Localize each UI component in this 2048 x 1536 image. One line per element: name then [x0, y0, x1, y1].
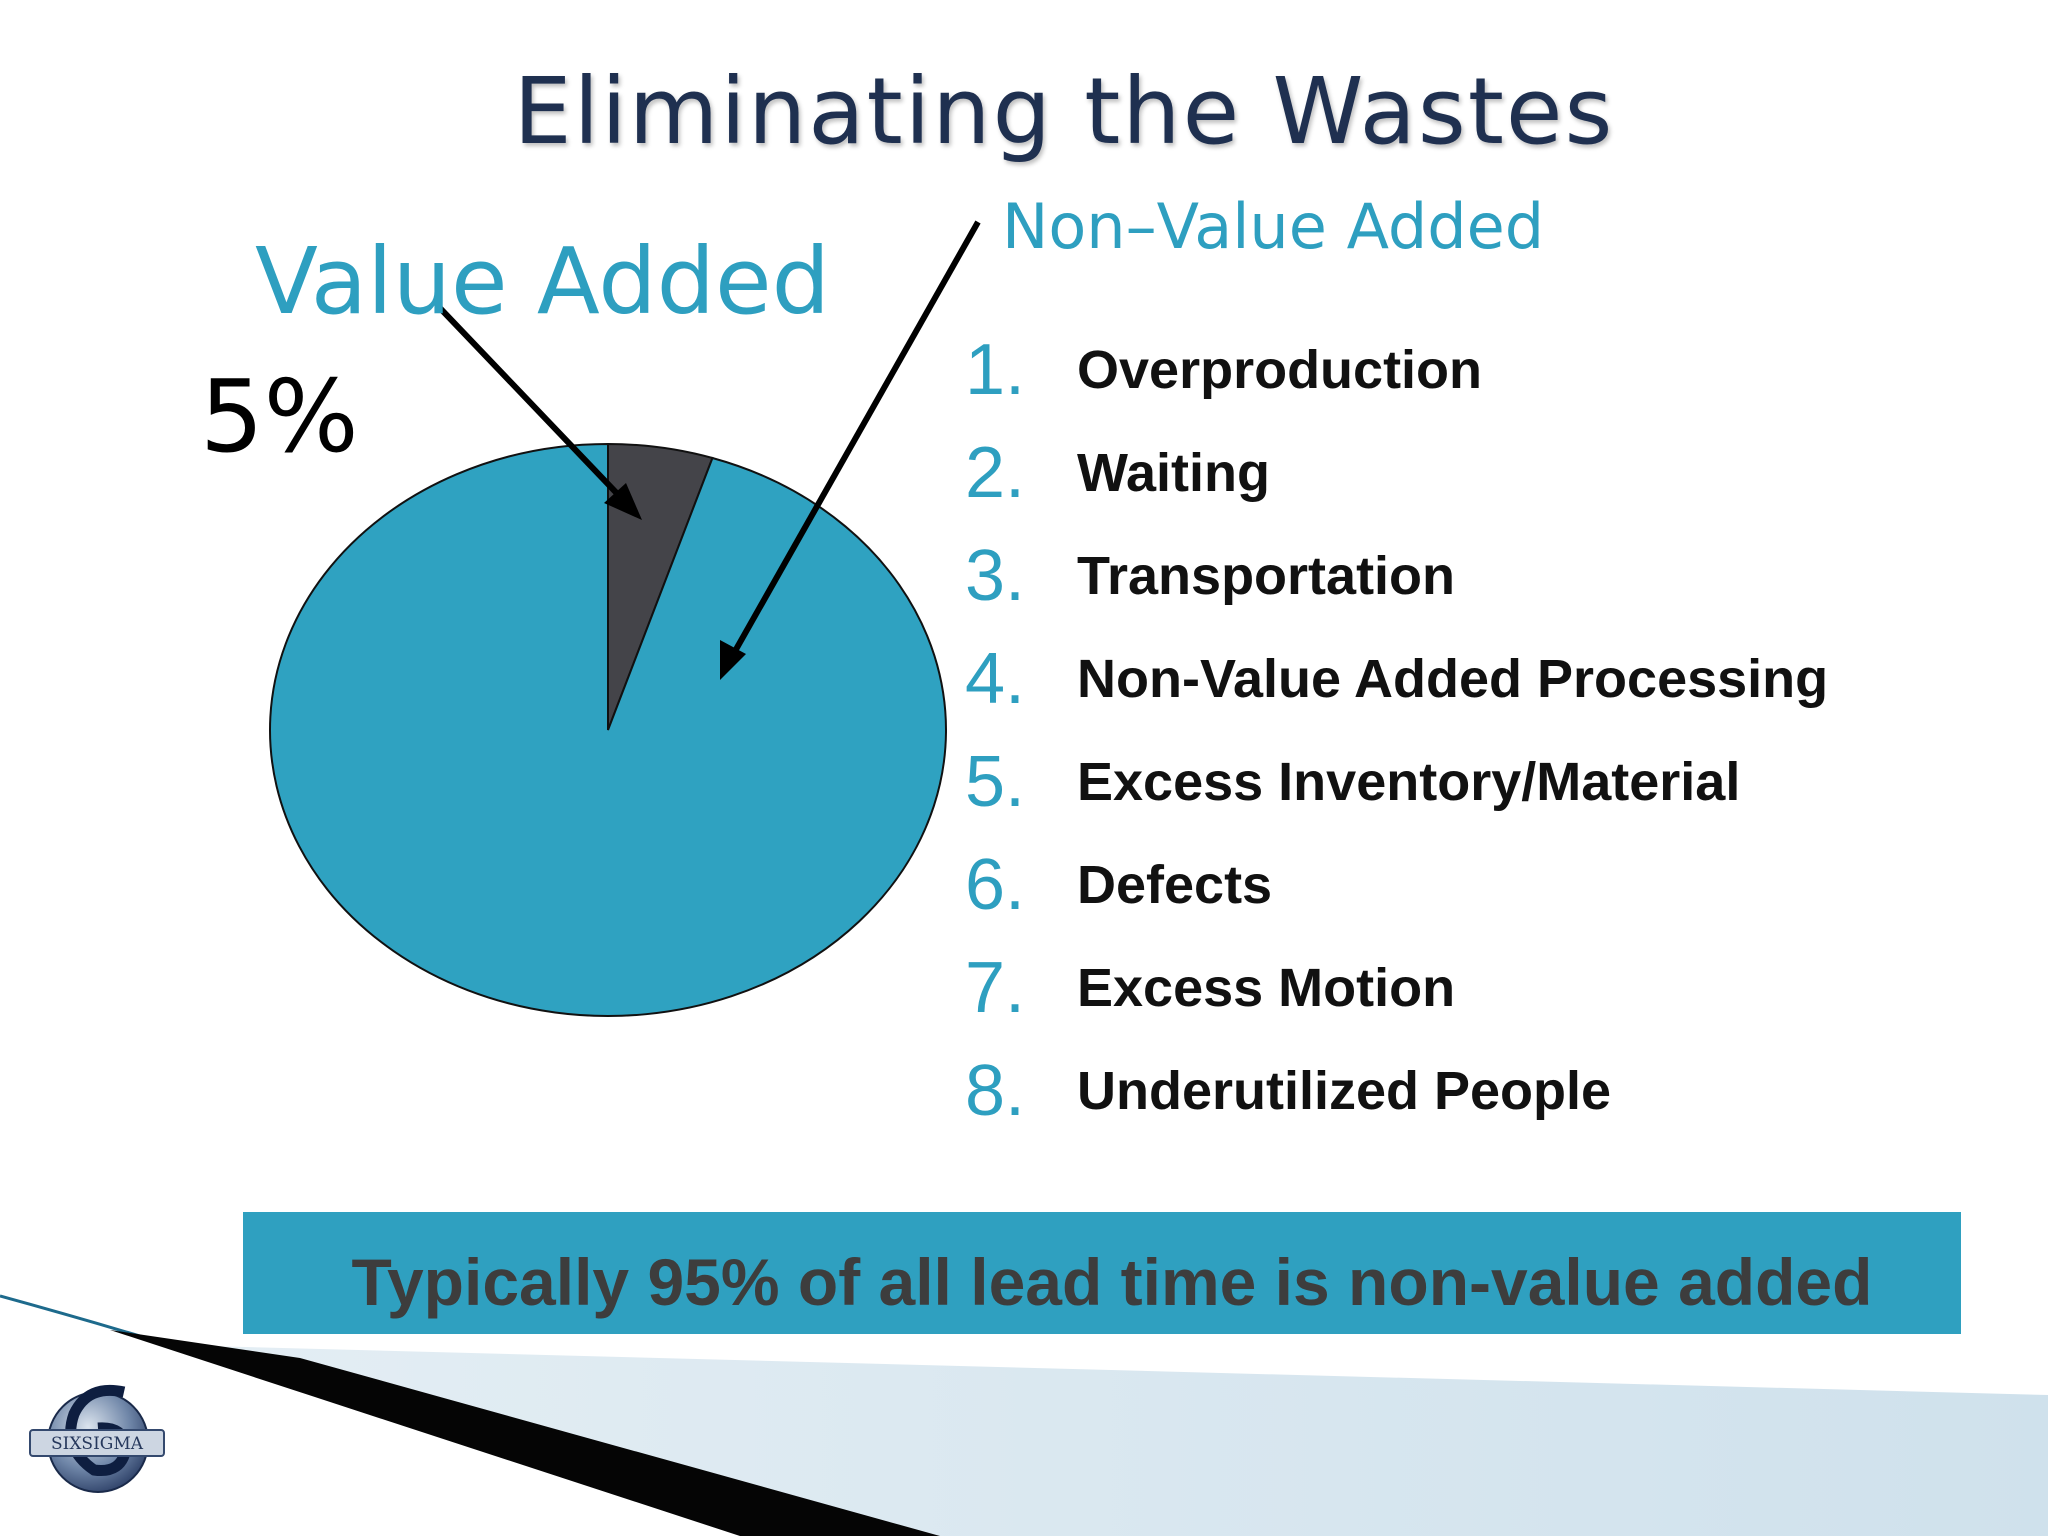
- arrows: [435, 220, 981, 680]
- list-number: 5.: [965, 741, 1026, 822]
- list-item: 4. Non-Value Added Processing: [965, 627, 1828, 730]
- list-text: Waiting: [1077, 442, 1270, 503]
- list-text: Underutilized People: [1077, 1060, 1612, 1121]
- list-item: 6. Defects: [965, 833, 1828, 936]
- non-value-added-arrowhead: [720, 640, 746, 680]
- slide-title: Eliminating the Wastes: [513, 58, 1615, 165]
- list-text: Transportation: [1077, 545, 1456, 606]
- value-added-arrow: [435, 303, 631, 508]
- list-number: 2.: [965, 432, 1026, 513]
- value-added-percent: 5%: [200, 358, 359, 475]
- list-text: Excess Inventory/Material: [1077, 751, 1741, 812]
- list-item: 3. Transportation: [965, 524, 1828, 627]
- summary-banner: Typically 95% of all lead time is non-va…: [243, 1212, 1961, 1334]
- list-item: 5. Excess Inventory/Material: [965, 730, 1828, 833]
- list-number: 6.: [965, 844, 1026, 925]
- swoosh-light: [170, 1345, 2048, 1536]
- value-added-label: Value Added: [255, 228, 830, 335]
- list-text: Excess Motion: [1077, 957, 1456, 1018]
- list-number: 8.: [965, 1050, 1026, 1131]
- list-item: 7. Excess Motion: [965, 936, 1828, 1039]
- list-item: 8. Underutilized People: [965, 1039, 1828, 1142]
- list-number: 4.: [965, 638, 1026, 719]
- wastes-list: 1. Overproduction 2. Waiting 3. Transportat…: [965, 318, 1828, 1142]
- list-number: 7.: [965, 947, 1026, 1028]
- list-number: 3.: [965, 535, 1026, 616]
- list-item: 1. Overproduction: [965, 318, 1828, 421]
- list-item: 2. Waiting: [965, 421, 1828, 524]
- value-added-arrowhead: [604, 483, 642, 520]
- logo-text: SIXSIGMA: [51, 1434, 144, 1454]
- swoosh-dark: [110, 1330, 940, 1536]
- list-number: 1.: [965, 329, 1026, 410]
- list-text: Defects: [1077, 854, 1273, 915]
- list-text: Overproduction: [1077, 339, 1483, 400]
- pie-slice-non-value-added: [269, 442, 947, 1017]
- non-value-added-arrow: [727, 220, 981, 662]
- sixsigma-logo: SIXSIGMA: [29, 1384, 165, 1493]
- non-value-added-label: Non–Value Added: [1002, 190, 1545, 263]
- summary-banner-text: Typically 95% of all lead time is non-va…: [351, 1245, 1873, 1319]
- list-text: Non-Value Added Processing: [1077, 648, 1829, 709]
